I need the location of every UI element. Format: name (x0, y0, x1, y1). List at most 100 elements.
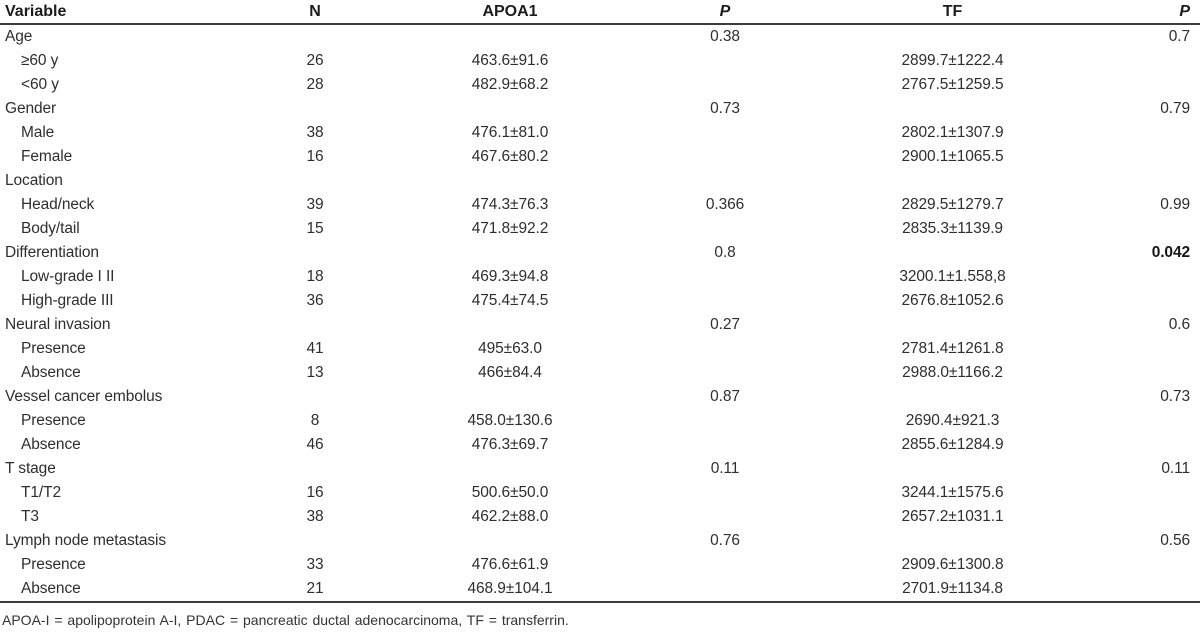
column-header-tf: TF (942, 3, 963, 20)
cell-p-apoa1: 0.366 (705, 196, 745, 213)
cell-p-tf: 0.042 (1151, 244, 1190, 261)
cell-p-tf: 0.99 (1160, 196, 1190, 213)
cell-apoa1: 468.9±104.1 (467, 580, 553, 597)
table-row: Presence 41 495±63.0 2781.4±1261.8 (0, 337, 1200, 361)
cell-variable: Absence (21, 364, 81, 381)
table-row: Head/neck 39 474.3±76.3 0.366 2829.5±1279.7 0… (0, 193, 1200, 217)
cell-tf: 2829.5±1279.7 (901, 196, 1004, 213)
cell-p-apoa1: 0.38 (710, 28, 740, 45)
cell-variable: T stage (5, 460, 56, 477)
cell-n: 39 (306, 196, 324, 213)
column-header-p-apoa1: P (719, 3, 731, 20)
cell-tf: 2835.3±1139.9 (902, 220, 1003, 237)
cell-n (250, 97, 380, 121)
table-row: Vessel cancer embolus 0.87 0.73 (0, 385, 1200, 409)
table-row: Age 0.38 0.7 (0, 24, 1200, 49)
cell-variable: Head/neck (21, 196, 95, 213)
cell-apoa1 (380, 385, 640, 409)
cell-variable: Male (21, 124, 55, 141)
cell-tf: 2988.0±1166.2 (902, 364, 1003, 381)
cell-apoa1: 476.3±69.7 (471, 436, 549, 453)
cell-p-tf (1095, 145, 1200, 169)
table-row: Neural invasion 0.27 0.6 (0, 313, 1200, 337)
cell-n: 8 (310, 412, 320, 429)
cell-variable: ≥60 y (21, 52, 59, 69)
column-header-n: N (309, 3, 321, 20)
cell-p-tf (1095, 553, 1200, 577)
cell-p-tf: 0.11 (1161, 460, 1190, 477)
cell-variable: Location (5, 172, 63, 189)
cell-n (250, 457, 380, 481)
cell-n: 41 (306, 340, 324, 357)
table-row: Gender 0.73 0.79 (0, 97, 1200, 121)
cell-p-tf (1095, 169, 1200, 193)
column-header-apoa1: APOA1 (482, 3, 538, 20)
cell-tf: 3200.1±1.558,8 (899, 268, 1006, 285)
cell-tf: 2767.5±1259.5 (901, 76, 1004, 93)
cell-apoa1 (380, 241, 640, 265)
cell-variable: Body/tail (21, 220, 80, 237)
table-header-row: Variable N APOA1 P TF P (0, 0, 1200, 24)
cell-n: 38 (306, 508, 324, 525)
table-row: T1/T2 16 500.6±50.0 3244.1±1575.6 (0, 481, 1200, 505)
cell-variable: Neural invasion (5, 316, 111, 333)
cell-variable: Lymph node metastasis (5, 532, 167, 549)
cell-p-apoa1 (640, 73, 810, 97)
table-row: Presence 8 458.0±130.6 2690.4±921.3 (0, 409, 1200, 433)
cell-tf (810, 24, 1095, 49)
cell-variable: Female (21, 148, 73, 165)
cell-p-apoa1 (640, 505, 810, 529)
table-row: ≥60 y 26 463.6±91.6 2899.7±1222.4 (0, 49, 1200, 73)
cell-apoa1 (380, 457, 640, 481)
cell-tf: 2781.4±1261.8 (901, 340, 1004, 357)
cell-n: 38 (306, 124, 324, 141)
cell-variable: Absence (21, 580, 81, 597)
cell-apoa1: 467.6±80.2 (471, 148, 549, 165)
cell-p-apoa1 (640, 169, 810, 193)
cell-p-tf: 0.56 (1160, 532, 1190, 549)
cell-p-apoa1 (640, 145, 810, 169)
cell-p-apoa1 (640, 49, 810, 73)
cell-p-apoa1 (640, 121, 810, 145)
cell-apoa1: 469.3±94.8 (471, 268, 549, 285)
cell-tf: 2855.6±1284.9 (901, 436, 1004, 453)
cell-apoa1 (380, 24, 640, 49)
cell-n (250, 169, 380, 193)
column-header-p-tf: P (1179, 3, 1190, 20)
cell-n: 26 (306, 52, 324, 69)
cell-tf (810, 97, 1095, 121)
table-row: High-grade III 36 475.4±74.5 2676.8±1052.6 (0, 289, 1200, 313)
cell-p-apoa1 (640, 481, 810, 505)
column-header-variable: Variable (5, 3, 67, 20)
cell-variable: Low-grade I II (21, 268, 115, 285)
cell-p-apoa1 (640, 433, 810, 457)
cell-apoa1 (380, 169, 640, 193)
cell-apoa1 (380, 97, 640, 121)
univariate-analysis-table: Variable N APOA1 P TF P Age 0.38 0.7 ≥60 y 2… (0, 0, 1200, 603)
table-row: Lymph node metastasis 0.76 0.56 (0, 529, 1200, 553)
table-row: Absence 13 466±84.4 2988.0±1166.2 (0, 361, 1200, 385)
cell-variable: Presence (21, 412, 86, 429)
cell-p-tf (1095, 409, 1200, 433)
cell-apoa1: 474.3±76.3 (471, 196, 549, 213)
cell-p-apoa1: 0.73 (710, 100, 740, 117)
table-row: Male 38 476.1±81.0 2802.1±1307.9 (0, 121, 1200, 145)
cell-n (250, 313, 380, 337)
cell-tf: 2701.9±1134.8 (902, 580, 1003, 597)
cell-p-tf (1095, 577, 1200, 602)
cell-tf (810, 457, 1095, 481)
cell-p-apoa1 (640, 553, 810, 577)
cell-variable: High-grade III (21, 292, 114, 309)
cell-tf (810, 241, 1095, 265)
cell-apoa1: 471.8±92.2 (471, 220, 549, 237)
cell-variable: Vessel cancer embolus (5, 388, 163, 405)
cell-p-tf (1095, 217, 1200, 241)
cell-variable: Age (5, 28, 33, 45)
cell-tf: 2676.8±1052.6 (901, 292, 1004, 309)
cell-n (250, 529, 380, 553)
table-row: Body/tail 15 471.8±92.2 2835.3±1139.9 (0, 217, 1200, 241)
cell-tf (810, 169, 1095, 193)
cell-p-apoa1 (640, 265, 810, 289)
cell-n: 33 (306, 556, 324, 573)
cell-p-tf (1095, 289, 1200, 313)
